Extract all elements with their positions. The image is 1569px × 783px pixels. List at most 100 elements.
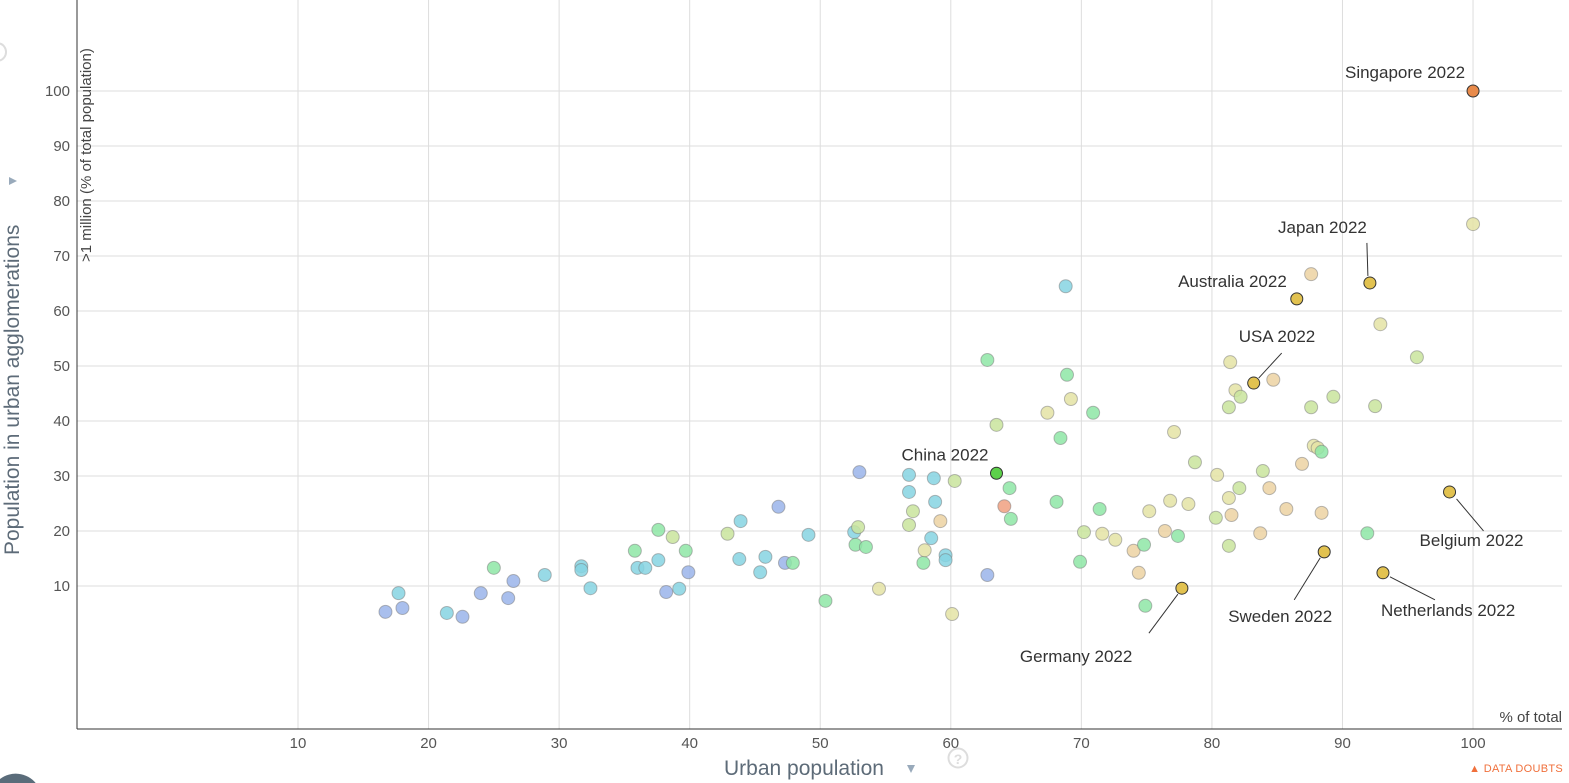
data-point[interactable] bbox=[938, 553, 953, 568]
data-point[interactable] bbox=[1053, 431, 1068, 446]
data-point[interactable] bbox=[627, 543, 642, 558]
data-point[interactable] bbox=[1003, 511, 1018, 526]
data-point[interactable] bbox=[980, 352, 995, 367]
data-point[interactable] bbox=[665, 530, 680, 545]
data-point[interactable] bbox=[1137, 537, 1152, 552]
data-point[interactable] bbox=[1002, 481, 1017, 496]
data-point[interactable] bbox=[753, 565, 768, 580]
data-point[interactable] bbox=[486, 560, 501, 575]
data-point[interactable] bbox=[771, 499, 786, 514]
data-point[interactable] bbox=[989, 417, 1004, 432]
data-point[interactable] bbox=[638, 560, 653, 575]
data-point[interactable] bbox=[1049, 494, 1064, 509]
data-point[interactable] bbox=[1314, 505, 1329, 520]
highlighted-country[interactable]: Sweden 2022 bbox=[1228, 545, 1332, 626]
data-point[interactable] bbox=[1233, 389, 1248, 404]
data-point[interactable] bbox=[1279, 502, 1294, 516]
country-label[interactable]: Germany 2022 bbox=[1020, 647, 1132, 666]
data-point[interactable] bbox=[1326, 389, 1341, 404]
country-label[interactable]: Sweden 2022 bbox=[1228, 607, 1332, 626]
data-point[interactable] bbox=[1073, 554, 1088, 569]
data-point[interactable] bbox=[733, 514, 748, 529]
data-point[interactable] bbox=[1221, 491, 1236, 505]
data-point[interactable] bbox=[439, 605, 454, 620]
data-point[interactable] bbox=[947, 473, 962, 488]
highlighted-point[interactable] bbox=[1376, 566, 1390, 580]
data-point[interactable] bbox=[758, 549, 773, 564]
data-point[interactable] bbox=[506, 574, 521, 589]
data-point[interactable] bbox=[871, 581, 886, 596]
x-axis-dropdown-icon[interactable] bbox=[907, 765, 915, 773]
data-point[interactable] bbox=[678, 543, 693, 558]
data-point[interactable] bbox=[1295, 456, 1310, 471]
data-point[interactable] bbox=[851, 520, 866, 535]
data-point[interactable] bbox=[1262, 481, 1277, 496]
data-point[interactable] bbox=[1059, 367, 1074, 382]
data-point[interactable] bbox=[905, 504, 920, 519]
data-point[interactable] bbox=[916, 555, 931, 570]
highlighted-country[interactable]: Singapore 2022 bbox=[1345, 63, 1480, 98]
data-point[interactable] bbox=[902, 517, 917, 532]
data-point[interactable] bbox=[945, 607, 960, 622]
data-point[interactable] bbox=[1138, 598, 1153, 613]
data-point[interactable] bbox=[1409, 350, 1424, 365]
data-point[interactable] bbox=[378, 604, 393, 619]
highlighted-country[interactable]: USA 2022 bbox=[1239, 327, 1316, 390]
data-point[interactable] bbox=[1266, 372, 1281, 387]
data-point[interactable] bbox=[1092, 502, 1107, 516]
country-label[interactable]: Australia 2022 bbox=[1178, 272, 1287, 291]
country-label[interactable]: USA 2022 bbox=[1239, 327, 1316, 346]
country-label[interactable]: Singapore 2022 bbox=[1345, 63, 1465, 82]
highlighted-point[interactable] bbox=[1363, 276, 1377, 290]
country-label[interactable]: Japan 2022 bbox=[1278, 218, 1367, 237]
data-point[interactable] bbox=[1058, 279, 1073, 294]
data-point[interactable] bbox=[1253, 526, 1268, 541]
highlighted-country[interactable]: Australia 2022 bbox=[1178, 272, 1304, 306]
data-point[interactable] bbox=[902, 484, 917, 499]
highlighted-country[interactable]: Japan 2022 bbox=[1278, 218, 1377, 290]
data-point[interactable] bbox=[1210, 467, 1225, 482]
data-point[interactable] bbox=[858, 539, 873, 554]
data-point[interactable] bbox=[659, 585, 674, 600]
data-point[interactable] bbox=[818, 593, 833, 608]
data-point[interactable] bbox=[1373, 317, 1388, 332]
data-point[interactable] bbox=[574, 563, 589, 578]
highlighted-point[interactable] bbox=[1247, 376, 1261, 390]
data-point[interactable] bbox=[924, 531, 939, 546]
data-point[interactable] bbox=[928, 494, 943, 509]
data-point[interactable] bbox=[501, 591, 516, 606]
data-point[interactable] bbox=[1170, 528, 1185, 543]
data-point[interactable] bbox=[1208, 510, 1223, 525]
data-point[interactable] bbox=[473, 586, 488, 601]
x-axis-label-button[interactable]: Urban population bbox=[724, 757, 915, 780]
data-point[interactable] bbox=[902, 467, 917, 482]
data-point[interactable] bbox=[1360, 526, 1375, 541]
highlighted-point[interactable] bbox=[1443, 485, 1457, 499]
data-point[interactable] bbox=[997, 499, 1012, 514]
data-point[interactable] bbox=[1076, 525, 1091, 540]
data-point[interactable] bbox=[1224, 508, 1239, 523]
data-point[interactable] bbox=[926, 471, 941, 486]
y-axis-label-button[interactable]: Population in urban agglomerations bbox=[1, 177, 24, 555]
data-point[interactable] bbox=[1221, 538, 1236, 553]
data-point[interactable] bbox=[395, 601, 410, 615]
data-point[interactable] bbox=[1304, 267, 1319, 282]
highlighted-country[interactable]: Belgium 2022 bbox=[1420, 485, 1524, 550]
data-point[interactable] bbox=[681, 565, 696, 580]
data-point[interactable] bbox=[732, 552, 747, 567]
data-point[interactable] bbox=[1086, 405, 1101, 420]
data-point[interactable] bbox=[1131, 565, 1146, 580]
data-point[interactable] bbox=[720, 526, 735, 541]
data-point[interactable] bbox=[583, 581, 598, 596]
data-point[interactable] bbox=[917, 543, 932, 558]
data-point[interactable] bbox=[1314, 444, 1329, 459]
data-point[interactable] bbox=[852, 465, 867, 480]
data-point[interactable] bbox=[1108, 532, 1123, 547]
data-point[interactable] bbox=[785, 555, 800, 570]
highlighted-country[interactable]: China 2022 bbox=[902, 445, 1003, 480]
data-point[interactable] bbox=[1063, 392, 1078, 406]
help-icon[interactable]: ? bbox=[947, 747, 969, 769]
data-point[interactable] bbox=[1163, 493, 1178, 508]
data-point[interactable] bbox=[1040, 405, 1055, 420]
highlighted-point[interactable] bbox=[1175, 581, 1189, 595]
